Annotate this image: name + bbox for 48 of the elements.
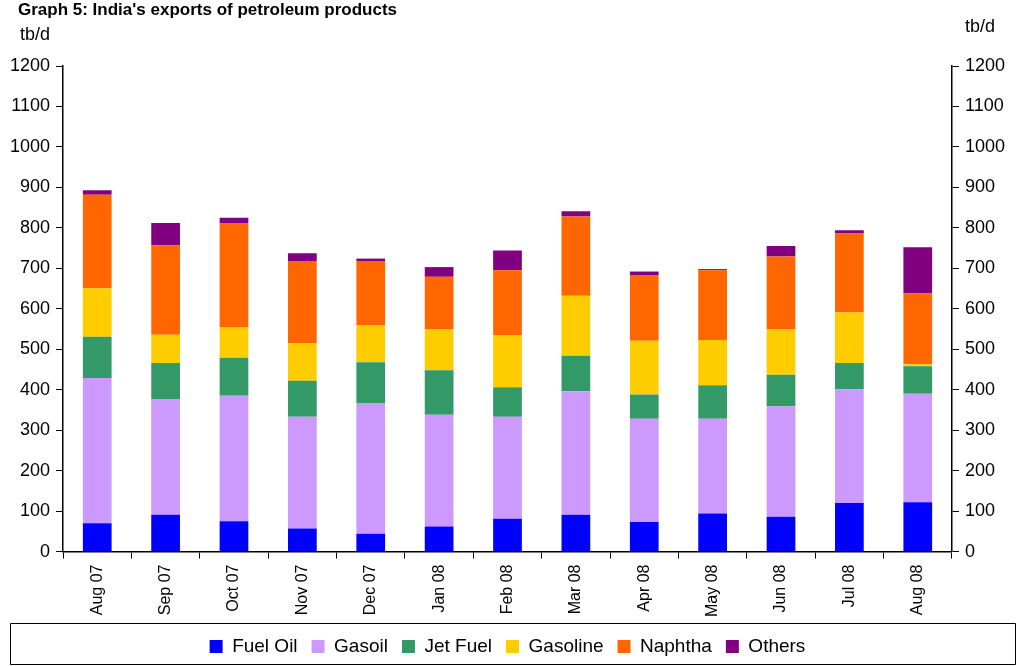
y-tick-label: 300 xyxy=(20,419,51,440)
x-tick-label: Jan 08 xyxy=(429,564,447,613)
y2-tick-label: 900 xyxy=(964,176,995,197)
y-tick-label: 800 xyxy=(20,216,51,237)
y2-tick-label: 0 xyxy=(964,540,975,561)
x-tick-label: Dec 07 xyxy=(361,564,379,616)
legend-label: Gasoline xyxy=(528,634,604,656)
y2-tick-label: 800 xyxy=(964,216,995,237)
y2-tick-label: 700 xyxy=(964,257,995,278)
legend-label: Others xyxy=(748,634,806,656)
y-tick-label: 600 xyxy=(20,297,51,318)
y2-axis-title: tb/d xyxy=(964,15,995,36)
y-axis-title: tb/d xyxy=(20,23,51,44)
y2-tick-label: 100 xyxy=(964,500,995,521)
y-tick-label: 1200 xyxy=(10,54,51,75)
y-tick-label: 1000 xyxy=(10,135,51,156)
legend-label: Naphtha xyxy=(640,634,713,656)
y2-tick-label: 500 xyxy=(964,338,995,359)
x-tick-label: Sep 07 xyxy=(156,564,174,616)
chart-title: Graph 5: India's exports of petroleum products xyxy=(18,0,398,20)
legend-label: Jet Fuel xyxy=(424,634,493,656)
x-tick-label: May 08 xyxy=(703,564,721,617)
x-tick-label: Mar 08 xyxy=(566,564,584,615)
y-tick-label: 500 xyxy=(20,338,51,359)
y-tick-label: 100 xyxy=(20,500,51,521)
y-tick-label: 1100 xyxy=(11,95,51,116)
y2-tick-label: 300 xyxy=(964,419,995,440)
y2-tick-label: 1200 xyxy=(964,54,1005,75)
y-tick-label: 200 xyxy=(20,459,51,480)
y2-tick-label: 1100 xyxy=(964,95,1004,116)
x-tick-label: Feb 08 xyxy=(497,564,515,615)
y2-tick-label: 600 xyxy=(964,297,995,318)
x-tick-label: Apr 08 xyxy=(634,564,652,612)
legend-label: Gasoil xyxy=(334,634,388,656)
y-tick-label: 400 xyxy=(20,378,51,399)
x-tick-label: Nov 07 xyxy=(292,564,310,616)
y-tick-label: 700 xyxy=(20,257,51,278)
y2-tick-label: 400 xyxy=(964,378,995,399)
x-tick-label: Jul 08 xyxy=(839,564,857,608)
x-tick-label: Aug 07 xyxy=(87,564,105,616)
x-tick-label: Aug 08 xyxy=(908,564,926,616)
x-tick-label: Oct 07 xyxy=(224,564,242,612)
y-tick-label: 900 xyxy=(20,176,51,197)
y-tick-label: 0 xyxy=(40,540,51,561)
x-tick-label: Jun 08 xyxy=(771,564,789,613)
y2-tick-label: 1000 xyxy=(964,135,1005,156)
y2-tick-label: 200 xyxy=(964,459,995,480)
legend-label: Fuel Oil xyxy=(232,634,298,656)
